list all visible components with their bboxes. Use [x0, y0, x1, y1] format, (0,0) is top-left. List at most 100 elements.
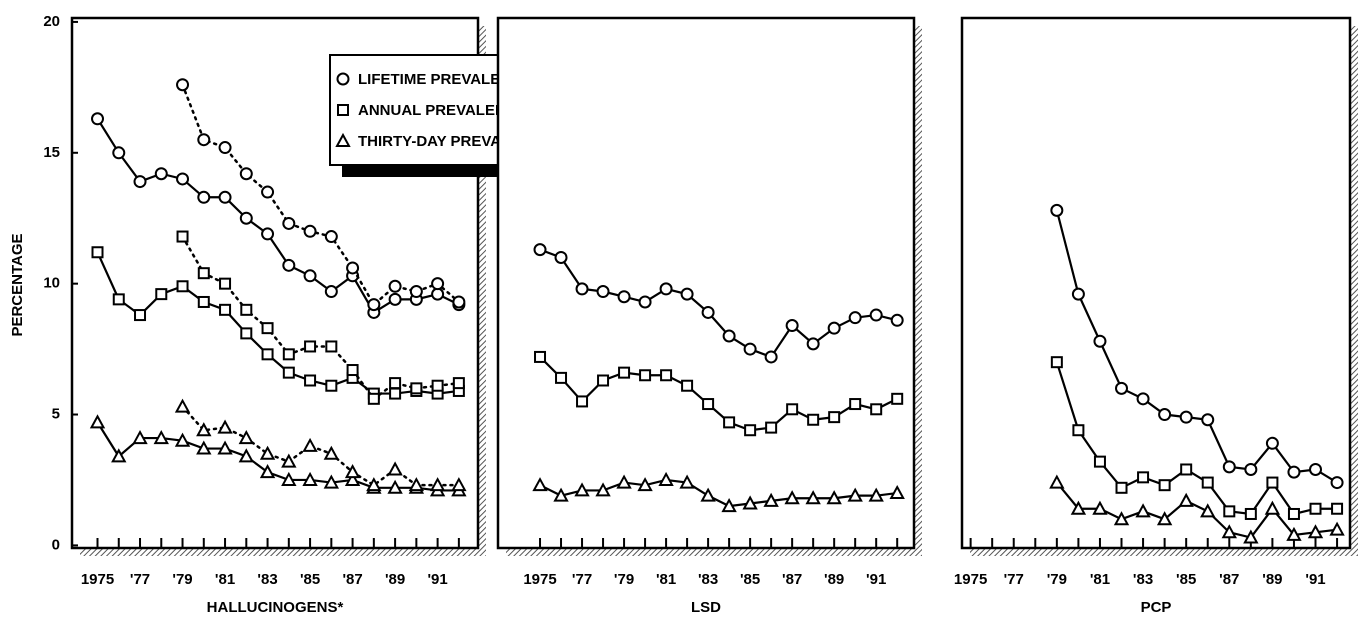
- data-point: [1071, 287, 1085, 301]
- x-axis-label: LSD: [691, 599, 721, 616]
- data-point: [596, 285, 610, 299]
- data-point: [805, 490, 821, 505]
- data-point: [282, 348, 295, 361]
- data-point: [848, 311, 862, 325]
- data-point: [1244, 507, 1257, 520]
- data-point: [828, 411, 841, 424]
- x-tick-label: '85: [740, 571, 760, 588]
- data-point: [325, 379, 338, 392]
- data-point: [387, 461, 403, 476]
- x-tick-label: 1975: [523, 571, 556, 588]
- data-point: [238, 429, 254, 445]
- data-point: [261, 185, 275, 199]
- x-tick-label: '89: [1262, 571, 1282, 588]
- x-tick-label: '85: [1176, 571, 1196, 588]
- data-point: [238, 448, 254, 463]
- data-point: [153, 429, 169, 445]
- data-point: [346, 364, 359, 377]
- legend-label: LIFETIME PREVALENCE: [358, 71, 532, 88]
- data-point: [681, 379, 694, 392]
- data-point: [1287, 465, 1301, 479]
- data-point: [1135, 503, 1151, 518]
- data-point: [618, 366, 631, 379]
- data-point: [219, 303, 232, 316]
- data-point: [302, 471, 318, 486]
- data-point: [554, 250, 568, 264]
- data-point: [219, 277, 232, 290]
- legend-marker: [337, 104, 349, 116]
- data-point: [304, 374, 317, 387]
- y-tick-label: 5: [52, 405, 60, 422]
- data-point: [1093, 455, 1106, 468]
- data-point: [1137, 471, 1150, 484]
- data-point: [1178, 492, 1194, 507]
- x-tick-label: '89: [385, 571, 405, 588]
- data-point: [197, 190, 211, 204]
- data-point: [1180, 463, 1193, 476]
- data-point: [302, 437, 318, 452]
- data-point: [574, 482, 590, 497]
- data-point: [134, 309, 147, 322]
- data-point: [765, 421, 778, 434]
- data-point: [1309, 502, 1322, 515]
- data-point: [89, 414, 106, 429]
- data-point: [1307, 524, 1324, 539]
- data-point: [680, 287, 694, 301]
- x-tick-label: '89: [824, 571, 844, 588]
- data-point: [534, 350, 547, 363]
- data-point: [826, 490, 842, 505]
- data-point: [1113, 511, 1130, 526]
- data-point: [1156, 511, 1173, 526]
- data-point: [870, 403, 883, 416]
- data-point: [701, 305, 715, 319]
- data-point: [1070, 500, 1087, 515]
- data-point: [197, 133, 211, 147]
- data-point: [1115, 481, 1128, 494]
- data-point: [721, 498, 737, 513]
- data-point: [259, 464, 276, 479]
- data-point: [786, 403, 799, 416]
- data-point: [890, 313, 904, 327]
- data-point: [410, 382, 423, 395]
- data-point: [743, 342, 757, 356]
- data-point: [742, 495, 758, 510]
- data-point: [868, 487, 884, 502]
- data-point: [366, 477, 382, 492]
- data-point: [658, 471, 674, 486]
- data-point: [218, 190, 232, 204]
- data-point: [889, 484, 905, 500]
- data-point: [1223, 505, 1236, 518]
- data-point: [1092, 500, 1108, 515]
- data-point: [176, 172, 190, 186]
- x-tick-label: '77: [572, 571, 592, 588]
- data-point: [1266, 476, 1279, 489]
- data-point: [807, 413, 820, 426]
- data-point: [409, 285, 423, 299]
- data-point: [1309, 462, 1323, 476]
- x-tick-label: '79: [1047, 571, 1067, 588]
- data-point: [744, 424, 757, 437]
- data-point: [367, 392, 380, 405]
- data-point: [1201, 476, 1214, 489]
- data-point: [702, 398, 715, 411]
- data-point: [1243, 529, 1259, 544]
- data-point: [616, 474, 632, 489]
- data-point: [1179, 410, 1193, 424]
- data-point: [324, 285, 338, 299]
- x-tick-label: '79: [172, 571, 192, 588]
- data-point: [764, 350, 778, 364]
- data-point: [239, 167, 253, 181]
- data-point: [387, 479, 403, 494]
- data-point: [111, 448, 127, 463]
- data-point: [1222, 460, 1236, 474]
- data-point: [700, 487, 716, 502]
- data-point: [323, 445, 340, 460]
- x-tick-label: '91: [1305, 571, 1325, 588]
- data-point: [575, 282, 589, 296]
- data-point: [431, 277, 445, 291]
- panel: [496, 16, 916, 550]
- data-point: [388, 279, 402, 293]
- y-tick-label: 20: [43, 13, 60, 30]
- data-point: [1136, 392, 1150, 406]
- data-point: [617, 290, 631, 304]
